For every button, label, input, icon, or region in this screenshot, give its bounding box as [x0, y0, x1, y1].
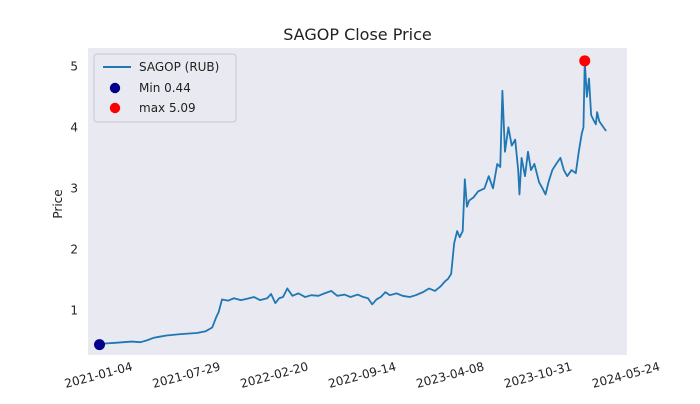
chart-title: SAGOP Close Price [283, 25, 432, 44]
x-tick-label: 2021-07-29 [151, 359, 222, 391]
legend-min-label: Min 0.44 [139, 81, 191, 95]
y-axis-label: Price [51, 189, 65, 218]
y-tick-label: 4 [70, 120, 78, 134]
legend-min-swatch [109, 82, 121, 94]
y-tick-label: 1 [70, 303, 78, 317]
legend-box [93, 53, 237, 123]
legend-max-swatch [109, 102, 121, 114]
legend-series-label: SAGOP (RUB) [139, 60, 219, 74]
marker-group [94, 55, 591, 351]
x-tick-label: 2022-02-20 [239, 359, 310, 391]
max-marker [579, 55, 591, 67]
y-tick-label: 5 [70, 59, 78, 73]
y-tick-label: 2 [70, 242, 78, 256]
x-tick-label: 2023-10-31 [503, 359, 574, 391]
x-tick-label: 2022-09-14 [327, 359, 398, 391]
y-tick-label: 3 [70, 181, 78, 195]
price-line [95, 59, 607, 346]
x-tick-label: 2021-01-04 [63, 359, 134, 391]
min-marker [94, 339, 106, 351]
x-tick-label: 2024-05-24 [590, 359, 661, 391]
x-tick-label: 2023-04-08 [415, 359, 486, 391]
legend-max-label: max 5.09 [139, 101, 196, 115]
legend[interactable]: SAGOP (RUB) Min 0.44 max 5.09 [93, 53, 237, 123]
y-tick-group: 1 2 3 4 5 [70, 59, 78, 317]
x-tick-group: 2021-01-04 2021-07-29 2022-02-20 2022-09-14… [63, 359, 661, 391]
